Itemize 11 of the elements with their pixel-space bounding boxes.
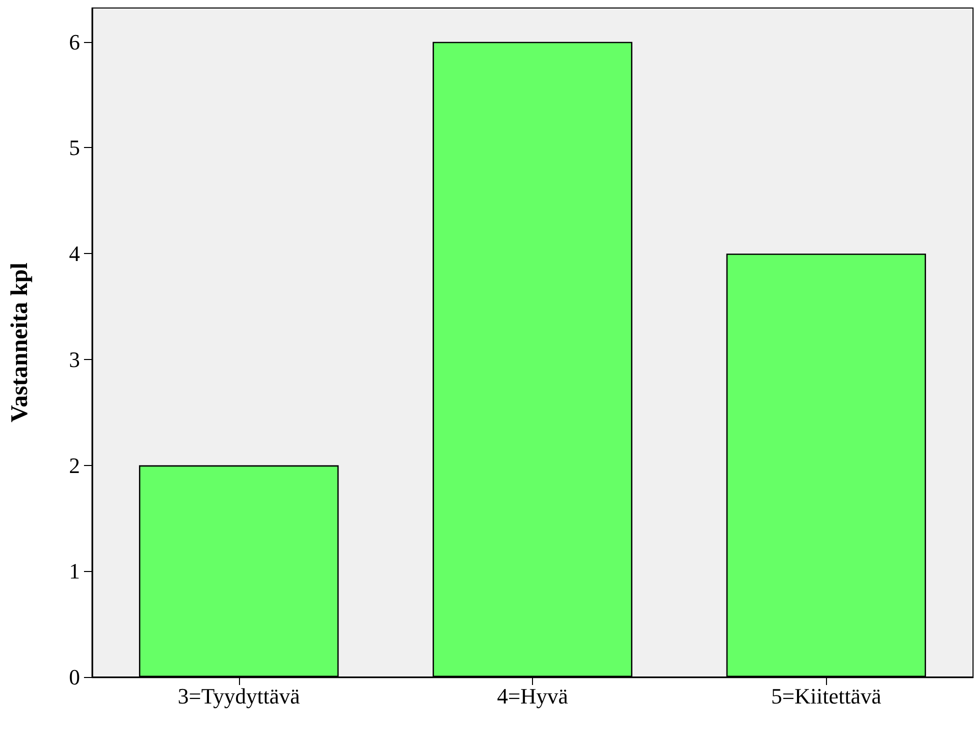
y-tick-label: 4: [69, 241, 80, 266]
y-tick-label: 6: [69, 29, 80, 54]
y-tick-label: 3: [69, 346, 80, 372]
x-tick-label: 5=Kiitettävä: [771, 684, 882, 708]
x-tick-label: 3=Tyydyttävä: [178, 684, 300, 708]
y-axis-title: Vastanneita kpl: [7, 262, 33, 422]
y-tick-label: 0: [69, 664, 80, 690]
y-tick-label: 1: [69, 558, 80, 584]
y-tick-label: 2: [69, 452, 80, 478]
y-tick-label: 5: [69, 135, 80, 160]
x-tick-label: 4=Hyvä: [496, 684, 568, 708]
